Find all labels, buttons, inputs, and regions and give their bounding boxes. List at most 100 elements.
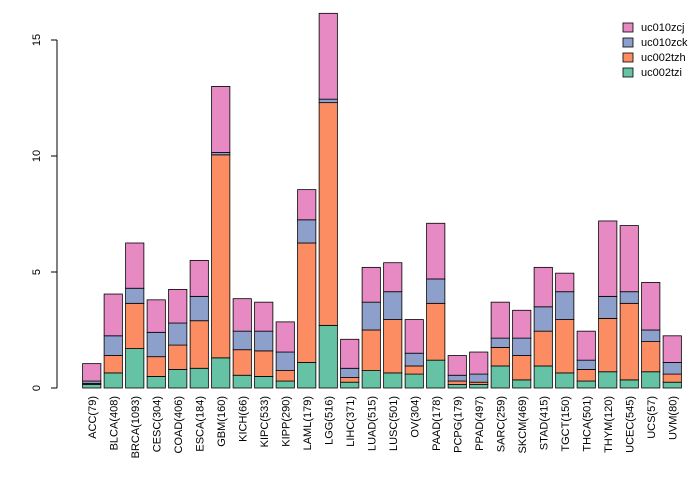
legend-label-uc010zcj: uc010zcj [641, 22, 684, 34]
bar-uc002tzh-15 [404, 365, 424, 375]
bar-uc010zck-15 [404, 352, 424, 367]
bar-uc002tzi-18 [469, 384, 489, 389]
bar-uc002tzi-25 [619, 379, 639, 389]
bar-uc010zcj-26 [641, 282, 661, 331]
x-tick-label: ESCA(184) [194, 396, 206, 452]
bar-uc010zcj-17 [447, 355, 467, 376]
bar-uc002tzi-23 [576, 380, 596, 389]
x-tick-label: GBM(160) [216, 396, 228, 447]
bar-uc002tzi-21 [533, 365, 553, 389]
bar-uc010zcj-4 [168, 288, 188, 324]
legend: uc010zcj uc010zck uc002tzh uc002tzi [622, 22, 688, 79]
x-tick-label: LGG(516) [323, 396, 335, 445]
bar-uc002tzi-19 [490, 365, 510, 389]
bar-uc002tzi-4 [168, 369, 188, 389]
legend-label-uc010zck: uc010zck [641, 37, 688, 49]
bar-uc002tzi-13 [361, 370, 381, 389]
x-tick-label: KIPC(533) [259, 396, 271, 447]
bar-uc002tzh-8 [254, 350, 274, 377]
y-tick-label: 15 [31, 34, 43, 46]
x-tick-label: PPAD(497) [474, 396, 486, 451]
bar-uc010zck-7 [232, 330, 252, 351]
bar-uc002tzh-16 [426, 302, 446, 361]
y-axis: 0 5 10 15 [31, 34, 58, 391]
bar-uc010zcj-8 [254, 301, 274, 332]
bar-uc002tzh-2 [125, 302, 145, 349]
x-tick-label: LUAD(515) [366, 396, 378, 451]
bar-uc002tzi-8 [254, 375, 274, 389]
bar-uc002tzh-6 [211, 154, 231, 359]
bar-uc002tzi-20 [512, 379, 532, 389]
bar-uc002tzh-26 [641, 341, 661, 373]
bar-uc010zcj-22 [555, 272, 575, 293]
bar-uc002tzh-3 [146, 356, 166, 377]
bar-uc010zck-11 [318, 98, 338, 104]
bar-uc010zcj-9 [275, 321, 295, 353]
bar-uc010zcj-12 [340, 338, 360, 369]
bar-uc002tzi-5 [189, 367, 209, 389]
bar-uc002tzi-17 [447, 384, 467, 389]
bar-uc010zck-18 [469, 373, 489, 383]
bar-uc010zck-16 [426, 278, 446, 304]
bar-uc010zcj-27 [662, 335, 682, 363]
bar-uc010zck-12 [340, 367, 360, 378]
bar-uc002tzi-22 [555, 372, 575, 389]
bar-uc002tzh-11 [318, 102, 338, 326]
bar-uc002tzh-22 [555, 319, 575, 374]
bar-uc010zck-27 [662, 362, 682, 375]
x-tick-label: COAD(406) [173, 396, 185, 453]
bar-uc010zcj-19 [490, 301, 510, 339]
legend-label-uc002tzh: uc002tzh [641, 52, 686, 64]
bar-uc002tzi-9 [275, 380, 295, 389]
bar-uc010zck-23 [576, 359, 596, 370]
bar-uc002tzh-10 [297, 242, 317, 363]
bar-uc002tzh-4 [168, 344, 188, 370]
x-tick-label: THCA(501) [581, 396, 593, 452]
bar-uc010zcj-2 [125, 242, 145, 289]
x-tick-label: LIHC(371) [345, 396, 357, 447]
bar-uc010zcj-16 [426, 222, 446, 280]
bar-uc002tzi-15 [404, 373, 424, 389]
x-tick-label: PAAD(178) [431, 396, 443, 451]
x-tick-label: BRCA(1093) [130, 396, 142, 458]
bar-uc010zcj-23 [576, 330, 596, 361]
x-tick-label: KIPP(290) [280, 396, 292, 447]
bar-uc002tzi-26 [641, 371, 661, 389]
bar-uc010zcj-1 [103, 293, 123, 337]
bar-uc002tzh-21 [533, 330, 553, 367]
bar-uc002tzi-24 [598, 371, 618, 389]
x-tick-label: KICH(66) [237, 396, 249, 442]
bar-uc002tzh-12 [340, 377, 360, 383]
bar-uc002tzh-24 [598, 317, 618, 373]
bar-uc002tzi-12 [340, 381, 360, 389]
bar-uc002tzi-0 [82, 384, 102, 389]
x-tick-label: LAML(179) [302, 396, 314, 450]
bar-uc010zcj-7 [232, 298, 252, 332]
bar-uc010zck-9 [275, 351, 295, 372]
bar-uc010zcj-13 [361, 266, 381, 303]
x-tick-label: THYM(120) [603, 396, 615, 453]
x-tick-label: UVM(80) [667, 396, 679, 440]
y-tick-label: 10 [31, 150, 43, 162]
bar-uc010zcj-10 [297, 189, 317, 221]
x-tick-label: PCPG(179) [452, 396, 464, 453]
y-tick-label: 5 [31, 269, 43, 275]
x-tick-label: STAD(415) [538, 396, 550, 450]
x-tick-label: LUSC(501) [388, 396, 400, 451]
x-tick-label: UCEC(545) [624, 396, 636, 453]
bar-uc002tzi-6 [211, 357, 231, 389]
legend-swatch-uc002tzh [622, 52, 634, 63]
bar-uc002tzh-19 [490, 346, 510, 367]
bar-uc010zcj-18 [469, 351, 489, 375]
bar-uc002tzh-20 [512, 355, 532, 381]
bar-uc010zcj-6 [211, 86, 231, 153]
bar-uc002tzh-27 [662, 373, 682, 383]
bar-uc002tzi-2 [125, 348, 145, 389]
x-tick-label: OV(304) [409, 396, 421, 438]
x-tick-label: SKCM(469) [517, 396, 529, 453]
bar-uc002tzh-1 [103, 355, 123, 374]
bar-uc010zck-13 [361, 301, 381, 331]
x-axis-labels: ACC(79) BLCA(408) BRCA(1093) CESC(304) COAD(… [87, 396, 680, 458]
bar-uc002tzi-10 [297, 362, 317, 389]
